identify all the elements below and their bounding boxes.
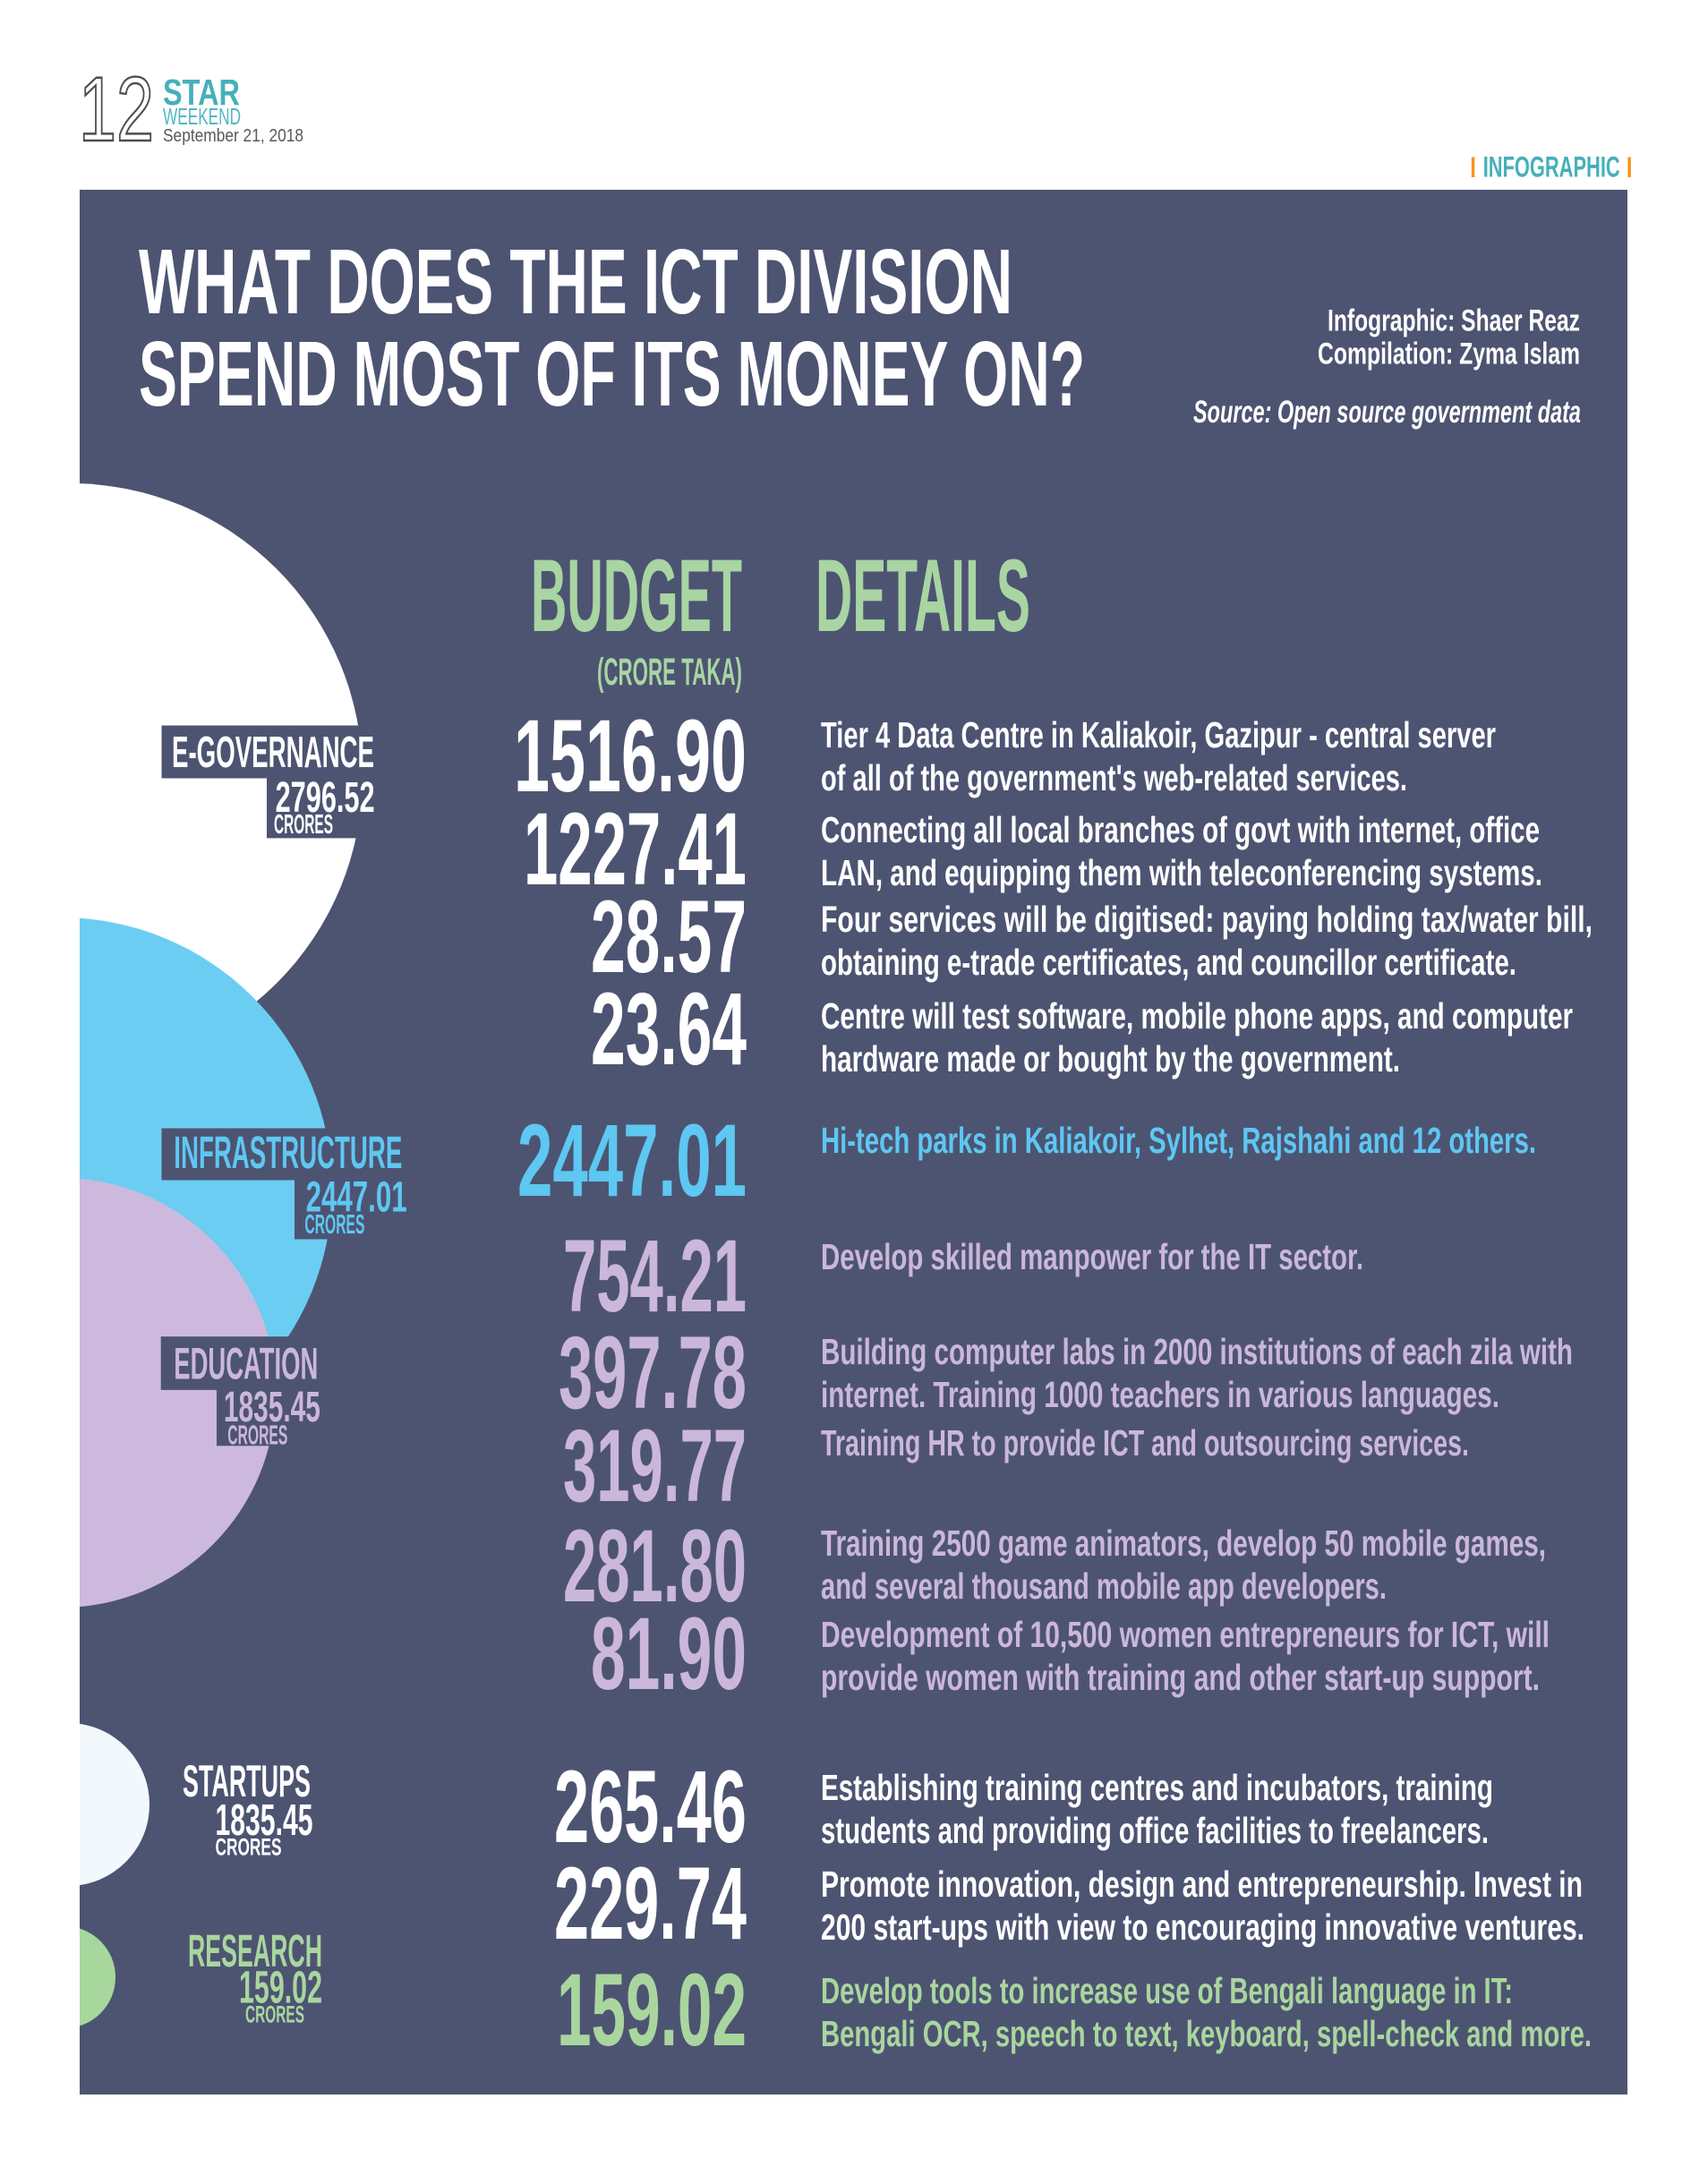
- svg-text:CRORES: CRORES: [227, 1420, 287, 1450]
- svg-text:Centre will test software, mob: Centre will test software, mobile phone …: [821, 995, 1573, 1037]
- svg-text:Four services will be digitise: Four services will be digitised: paying …: [821, 899, 1593, 940]
- svg-text:E-GOVERNANCE: E-GOVERNANCE: [172, 728, 374, 777]
- svg-text:Training 2500 game animators,: Training 2500 game animators, develop 50…: [821, 1523, 1546, 1564]
- svg-text:159.02: 159.02: [239, 1962, 322, 2013]
- svg-text:CRORES: CRORES: [274, 809, 333, 840]
- svg-text:DETAILS: DETAILS: [816, 539, 1030, 653]
- svg-text:WHAT DOES THE ICT DIVISION: WHAT DOES THE ICT DIVISION: [139, 230, 1012, 333]
- svg-text:CRORES: CRORES: [304, 1209, 364, 1240]
- svg-text:RESEARCH: RESEARCH: [188, 1925, 322, 1976]
- svg-text:Hi-tech parks in Kaliakoir, Sy: Hi-tech parks in Kaliakoir, Sylhet, Rajs…: [821, 1120, 1536, 1161]
- svg-text:159.02: 159.02: [557, 1953, 747, 2068]
- svg-text:Tier 4 Data Centre in Kaliakoi: Tier 4 Data Centre in Kaliakoir, Gazipur…: [821, 714, 1496, 755]
- svg-text:Develop skilled manpower for t: Develop skilled manpower for the IT sect…: [821, 1236, 1363, 1277]
- svg-text:Bengali OCR, speech to text, k: Bengali OCR, speech to text, keyboard, s…: [821, 2013, 1592, 2054]
- svg-text:281.80: 281.80: [563, 1509, 747, 1624]
- svg-text:of all of the government's web: of all of the government's web-related s…: [821, 757, 1407, 798]
- svg-text:397.78: 397.78: [559, 1316, 747, 1430]
- svg-text:CRORES: CRORES: [245, 2001, 304, 2027]
- svg-text:Building computer labs in 2000: Building computer labs in 2000 instituti…: [821, 1331, 1573, 1372]
- svg-text:INFRASTRUCTURE: INFRASTRUCTURE: [174, 1127, 402, 1178]
- svg-text:EDUCATION: EDUCATION: [174, 1338, 318, 1388]
- svg-text:BUDGET: BUDGET: [531, 539, 742, 653]
- svg-text:81.90: 81.90: [591, 1597, 747, 1711]
- svg-text:CRORES: CRORES: [216, 1834, 282, 1861]
- svg-text:200 start-ups with view to enc: 200 start-ups with view to encouraging i…: [821, 1907, 1584, 1948]
- svg-text:SPEND MOST OF ITS MONEY ON?: SPEND MOST OF ITS MONEY ON?: [139, 322, 1085, 425]
- svg-text:Infographic: Shaer Reaz: Infographic: Shaer Reaz: [1328, 304, 1580, 338]
- svg-text:1227.41: 1227.41: [524, 792, 747, 907]
- svg-text:LAN, and equipping them with t: LAN, and equipping them with teleconfere…: [821, 852, 1542, 893]
- svg-text:(CRORE TAKA): (CRORE TAKA): [597, 651, 742, 693]
- svg-text:754.21: 754.21: [563, 1219, 747, 1334]
- svg-text:265.46: 265.46: [554, 1750, 747, 1864]
- svg-text:1835.45: 1835.45: [224, 1383, 320, 1431]
- svg-text:obtaining e-trade certificates: obtaining e-trade certificates, and coun…: [821, 942, 1516, 983]
- svg-text:1835.45: 1835.45: [216, 1796, 313, 1845]
- svg-text:Development of 10,500 women en: Development of 10,500 women entrepreneur…: [821, 1614, 1550, 1655]
- svg-text:WEEKEND: WEEKEND: [163, 103, 241, 130]
- svg-text:Develop tools to increase use: Develop tools to increase use of Bengali…: [821, 1970, 1513, 2011]
- svg-text:students and providing office: students and providing office facilities…: [821, 1810, 1489, 1851]
- svg-text:September 21, 2018: September 21, 2018: [163, 126, 303, 146]
- svg-text:Establishing training centres: Establishing training centres and incuba…: [821, 1767, 1493, 1808]
- svg-text:STARTUPS: STARTUPS: [183, 1756, 311, 1806]
- svg-text:Compilation: Zyma Islam: Compilation: Zyma Islam: [1318, 337, 1580, 371]
- svg-text:2796.52: 2796.52: [276, 774, 375, 822]
- svg-text:12: 12: [79, 58, 154, 160]
- svg-text:319.77: 319.77: [563, 1409, 747, 1523]
- svg-text:1516.90: 1516.90: [514, 699, 747, 814]
- svg-text:28.57: 28.57: [591, 880, 747, 994]
- svg-text:Promote innovation, design and: Promote innovation, design and entrepren…: [821, 1864, 1583, 1905]
- svg-text:Connecting all local branches: Connecting all local branches of govt wi…: [821, 809, 1540, 850]
- svg-text:23.64: 23.64: [591, 972, 747, 1087]
- svg-text:INFOGRAPHIC: INFOGRAPHIC: [1483, 149, 1620, 183]
- svg-text:and several thousand mobile ap: and several thousand mobile app develope…: [821, 1565, 1387, 1607]
- svg-text:STAR: STAR: [163, 72, 240, 113]
- svg-text:2447.01: 2447.01: [306, 1173, 407, 1221]
- svg-text:229.74: 229.74: [554, 1847, 747, 1961]
- svg-text:2447.01: 2447.01: [517, 1104, 747, 1218]
- svg-text:internet. Training 1000 teache: internet. Training 1000 teachers in vari…: [821, 1374, 1499, 1415]
- svg-text:Source: Open source government: Source: Open source government data: [1193, 395, 1581, 430]
- svg-text:hardware made or bought by the: hardware made or bought by the governmen…: [821, 1038, 1400, 1079]
- svg-text:Training HR to provide ICT and: Training HR to provide ICT and outsourci…: [821, 1422, 1469, 1463]
- svg-text:provide women with training an: provide women with training and other st…: [821, 1657, 1540, 1698]
